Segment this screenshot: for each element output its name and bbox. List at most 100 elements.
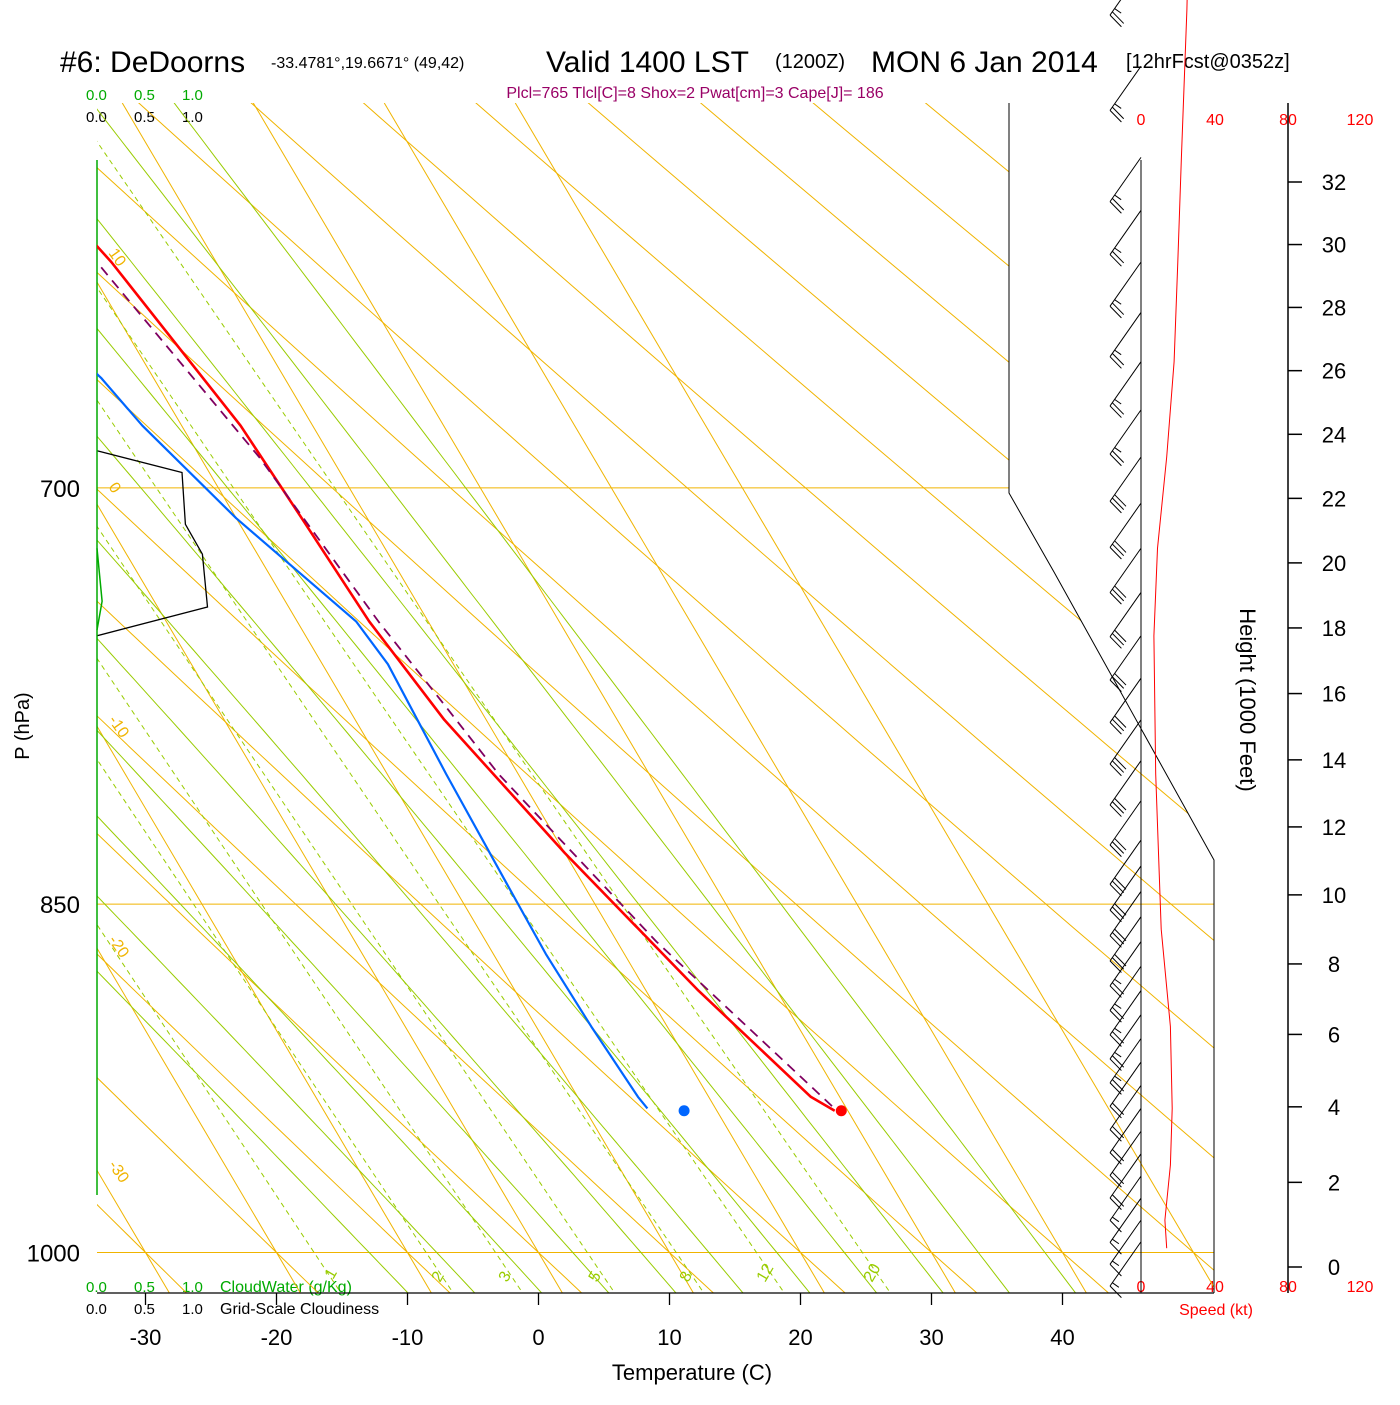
wind-barb <box>1109 1130 1142 1188</box>
moist-adiabat <box>97 103 601 1293</box>
wind-barb-flag <box>1109 722 1122 735</box>
wind-barb-staff <box>1109 1197 1142 1243</box>
dry-adiabat <box>97 103 784 1293</box>
wind-barb-staff <box>1109 677 1142 723</box>
wind-barb-flag <box>1114 629 1127 643</box>
wind-barb-half-flag <box>1112 1238 1120 1245</box>
mixing-ratio-line <box>97 103 659 1293</box>
temperature-tick-label: -10 <box>392 1325 424 1350</box>
dewpoint-line <box>97 103 649 1110</box>
wind-barb-flag <box>1111 1079 1125 1092</box>
wind-barb-half-flag <box>1114 349 1122 356</box>
temperature-tick-label: 10 <box>657 1325 681 1350</box>
wind-barb-flag <box>1111 1149 1125 1162</box>
wind-barb-half-flag <box>1112 1282 1120 1288</box>
wind-barb-staff <box>1109 502 1142 548</box>
cloud-profiles <box>96 160 209 1195</box>
temperature-line <box>97 103 836 1112</box>
wind-barb-flag <box>1109 405 1122 418</box>
dry-adiabat-label: 0 <box>105 480 124 497</box>
dry-adiabat-label: -10 <box>105 713 132 742</box>
wind-barb-flag <box>1109 110 1122 123</box>
cloudiness-tick: 1.0 <box>182 1301 203 1318</box>
wind-barb-staff <box>1109 1061 1142 1107</box>
height-tick-label: 14 <box>1322 748 1346 773</box>
pressure-tick-label: 1000 <box>27 1241 80 1268</box>
wind-barb-staff <box>1109 965 1142 1011</box>
wind-barb-half-flag <box>1114 978 1122 985</box>
wind-barb-staff <box>1109 361 1142 407</box>
wind-barb <box>1109 547 1142 605</box>
wind-barb-flag <box>1111 353 1125 366</box>
mixing-ratio-line <box>97 103 567 1293</box>
pressure-tick-labels: 2503004005007008501000 <box>27 476 80 1268</box>
wind-barb-flag <box>1109 500 1122 514</box>
moist-adiabat <box>97 103 470 1293</box>
isotherm <box>383 103 1087 1293</box>
wind-barb-flag <box>1111 543 1125 557</box>
temperature-tick-label: 40 <box>1050 1325 1074 1350</box>
wind-barb-flag <box>1111 106 1125 120</box>
wind-barb-half-flag <box>1114 103 1122 109</box>
wind-barb-flag <box>1109 1082 1122 1095</box>
wind-barb-flag <box>1109 763 1122 777</box>
wind-barb-flag <box>1109 254 1122 267</box>
wind-barb-staff <box>1109 312 1142 357</box>
wind-barb-staff <box>1109 1085 1142 1130</box>
mixing-ratio-label: 5 <box>586 1269 605 1285</box>
height-tick-label: 0 <box>1328 1255 1340 1280</box>
wind-barb-half-flag <box>1114 1075 1122 1082</box>
wind-barb-half-flag <box>1114 8 1122 14</box>
wind-speed-tick: 40 <box>1206 112 1224 129</box>
isotherm <box>97 103 432 1293</box>
wind-barb <box>1109 65 1142 123</box>
wind-barb <box>1109 157 1142 214</box>
wind-barb <box>1109 865 1142 923</box>
height-tick-label: 4 <box>1328 1095 1340 1120</box>
cloud-water-tick: 0.0 <box>86 1279 107 1296</box>
temperature-tick-label: 0 <box>532 1325 544 1350</box>
cloud-water-scale-bottom: 0.0 0.5 1.0 CloudWater (g/Kg) <box>86 1279 352 1296</box>
pressure-tick-label: 700 <box>40 476 80 503</box>
height-tick-label: 8 <box>1328 952 1340 977</box>
wind-barb-flag <box>1109 1175 1122 1188</box>
wind-barb <box>1109 760 1142 817</box>
mixing-ratio-label: 20 <box>861 1261 885 1285</box>
dry-adiabat <box>97 103 1214 1293</box>
wind-barb-flag <box>1109 1242 1122 1255</box>
cloud-water-tick: 0.5 <box>134 87 155 104</box>
wind-barb-staff <box>1109 891 1142 936</box>
wind-barb <box>1109 839 1142 897</box>
height-tick-label: 28 <box>1322 295 1346 320</box>
wind-barb-flag <box>1109 1263 1122 1277</box>
surface-temperature-marker <box>835 1105 847 1117</box>
frame-notch <box>1008 103 1215 1293</box>
wind-barb-half-flag <box>1114 299 1122 305</box>
isotherm <box>121 103 825 1293</box>
forecast-info: [12hrFcst@0352z] <box>1126 51 1290 73</box>
dry-adiabat <box>97 103 1214 1293</box>
wind-barb-flag <box>1109 985 1122 998</box>
wind-barb-flag <box>1109 909 1122 923</box>
wind-barb-flag <box>1111 932 1125 945</box>
wind-barb-staff <box>1109 592 1142 637</box>
cloud-water-profile <box>96 548 103 631</box>
wind-barb-half-flag <box>1114 194 1122 201</box>
pressure-tick-label: 850 <box>40 892 80 919</box>
temperature-tick-label: -20 <box>261 1325 293 1350</box>
wind-barb-half-flag <box>1114 247 1122 254</box>
wind-barb-staff <box>1109 157 1142 202</box>
moist-adiabat-label: 10 <box>1036 506 1074 544</box>
wind-barb-flag <box>1114 903 1127 916</box>
wind-barb-flag <box>1109 1152 1122 1165</box>
wind-barb <box>1109 965 1142 1023</box>
wind-speed-tick: 40 <box>1206 1279 1224 1296</box>
wind-barb-flag <box>1111 1125 1125 1139</box>
wind-barb-flag <box>1111 497 1125 510</box>
wind-barb-flag <box>1109 1058 1122 1071</box>
wind-barb-staff <box>1109 456 1142 502</box>
wind-barb-flag <box>1111 250 1125 264</box>
